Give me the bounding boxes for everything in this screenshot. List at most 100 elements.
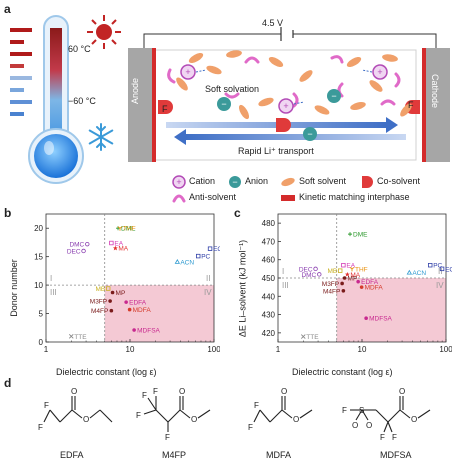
temp-low-label: −60 °C [68,96,96,106]
point-dec [313,266,318,272]
point-edfa [124,300,128,304]
mdfsa-structure [350,396,431,433]
point-mb [337,268,343,273]
point-dec [81,248,86,254]
svg-text:−: − [331,91,336,101]
point-pc [428,263,433,268]
point-label-ma: MA [118,246,128,253]
point-label-mb: MB [327,268,337,275]
point-acn [174,258,181,264]
point-label-mp: MP [116,290,126,297]
point-label-thf: THF [123,226,136,233]
quadrant-label-i: I [50,274,52,283]
point-mdfa [359,285,364,289]
svg-text:−: − [307,129,312,139]
x-tick-label: 1 [44,345,49,354]
svg-text:O: O [366,421,372,430]
x-tick-label: 10 [126,345,135,354]
point-m3fp [108,299,112,303]
point-mb [105,286,111,291]
quadrant-label-iv: IV [204,288,212,297]
point-label-thf: THF [355,266,368,273]
point-label-dme: DME [353,232,368,239]
panel-c-ylabel: ΔE Li–solvent (kJ mol⁻¹) [237,239,248,338]
point-label-mp: MP [348,276,358,283]
svg-text:F: F [392,433,397,442]
point-label-pc: PC [433,263,442,270]
thermometer-icon [10,15,84,184]
point-acn [406,269,413,275]
point-ea [341,263,346,268]
y-tick-label: 450 [262,274,276,283]
quadrant-label-ii: II [438,267,442,276]
point-label-mdfsa: MDFSA [137,328,160,335]
x-tick-label: 100 [207,345,220,354]
quadrant-iv-shade [336,278,446,342]
point-ma [344,271,350,277]
y-tick-label: 15 [34,253,43,262]
co-solvent-icon [362,176,373,188]
panel-b-letter: b [4,206,12,220]
svg-text:−: − [221,99,226,109]
point-mp [110,290,115,295]
point-label-dme: DME [121,226,136,233]
point-thf [117,226,123,231]
point-label-mdfa: MDFA [365,285,384,292]
point-m3fp [340,281,344,286]
svg-text:+: + [176,177,181,187]
point-label-m3fp: M3FP [322,281,339,288]
point-label-mb: MB [95,286,105,293]
panel-a-letter: a [4,2,11,16]
quadrant-label-i: I [282,267,284,276]
point-tte [68,333,74,339]
y-tick-label: 440 [262,292,276,301]
y-tick-label: 470 [262,237,276,246]
point-label-pc: PC [201,254,210,261]
svg-text:F: F [248,423,253,432]
quadrant-label-iii: III [282,281,289,290]
soft-solvent-icon [281,177,295,187]
cation-icon: + [172,175,186,189]
x-tick-label: 1 [276,345,281,354]
point-label-tte: TTE [306,334,319,341]
y-tick-label: 10 [34,281,43,290]
point-label-mdfa: MDFA [133,307,152,314]
svg-text:+: + [283,101,288,111]
point-edfa [356,279,360,284]
point-label-dec: DEC [299,266,313,273]
svg-text:F: F [254,401,259,410]
panel-c-xlabel: Dielectric constant (log ε) [292,367,393,377]
point-label-m4fp: M4FP [323,288,340,295]
y-tick-label: 20 [34,224,43,233]
point-ma [112,245,118,251]
temp-high-label: 60 °C [68,44,91,54]
point-label-edfa: EDFA [129,300,147,307]
svg-text:S: S [359,406,364,415]
x-tick-label: 100 [439,345,452,354]
legend-anti-solvent: Anti-solvent [189,192,237,202]
point-label-edfa: EDFA [361,279,379,286]
anti-solvent-icon [172,194,186,203]
point-pc [196,253,201,259]
y-tick-label: 420 [262,329,276,338]
interphase-letter-right: F [408,100,414,110]
anion-icon: − [229,176,241,188]
panel-b-ylabel: Donor number [9,259,19,317]
point-mdfsa [132,328,136,332]
edfa-structure [43,396,113,423]
point-label-ma: MA [350,272,360,279]
y-tick-label: 480 [262,219,276,228]
legend-interphase: Kinetic matching interphase [299,192,410,202]
panel-d-letter: d [4,376,12,390]
soft-solvation-label: Soft solvation [205,84,260,94]
panel-c-letter: c [234,206,241,220]
point-mp [342,276,347,280]
quadrant-label-iv: IV [436,281,444,290]
svg-text:F: F [165,433,170,442]
molecule-label-edfa: EDFA [60,450,84,460]
cathode-label: Cathode [430,73,441,109]
point-m4fp [341,289,346,293]
svg-text:F: F [44,401,49,410]
